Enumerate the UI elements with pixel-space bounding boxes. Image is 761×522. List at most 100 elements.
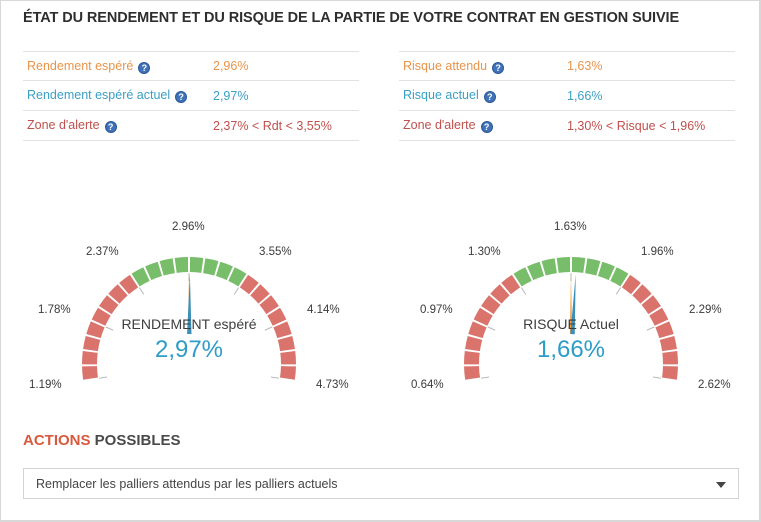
gauge-tick <box>487 326 496 331</box>
gauge-segment <box>131 267 150 287</box>
gauge-tick-label: 4.14% <box>307 304 340 316</box>
gauge-tick <box>615 287 621 295</box>
gauge-segment <box>641 295 661 315</box>
gauge-tick-label: 3.55% <box>259 246 292 258</box>
gauge-segment <box>585 258 601 276</box>
gauge-segment <box>541 258 557 276</box>
rendement-summary-table: Rendement espéré? 2,96% Rendement espéré… <box>23 51 359 141</box>
row-value: 1,30% < Risque < 1,96% <box>567 118 706 133</box>
table-row: Risque attendu? 1,63% <box>399 51 735 81</box>
gauge-arc <box>82 257 296 380</box>
gauge-segment <box>203 258 219 276</box>
gauge-segment <box>571 257 586 273</box>
gauge-segment <box>174 257 189 273</box>
gauge-tick-label: 1.96% <box>641 246 674 258</box>
gauge-segment <box>501 274 521 295</box>
help-icon[interactable]: ? <box>483 91 496 103</box>
gauge-tick <box>139 287 145 295</box>
gauge-tick <box>264 326 273 331</box>
gauge-tick <box>481 376 490 379</box>
gauge-needles <box>569 274 576 335</box>
gauge-tick <box>652 376 661 379</box>
gauge-arc <box>464 257 678 380</box>
help-icon[interactable]: ? <box>138 61 151 74</box>
gauge-tick <box>270 376 279 379</box>
gauge-segment <box>159 258 175 276</box>
help-icon[interactable]: ? <box>175 91 188 103</box>
gauge-tick-label: 0.64% <box>411 379 444 391</box>
gauge-segment <box>215 261 233 281</box>
gauge-needle-expected <box>569 274 573 335</box>
risque-summary-table: Risque attendu? 1,63% Risque actuel? 1,6… <box>399 51 735 141</box>
gauge-tick-label: 1.19% <box>29 379 62 391</box>
gauge-tick-label: 4.73% <box>316 379 349 391</box>
gauge-value: 2,97% <box>154 336 224 363</box>
gauge-tick-label: 1.30% <box>468 246 501 258</box>
row-value: 1,63% <box>567 59 603 73</box>
gauge-segment <box>280 366 296 380</box>
gauge-segment <box>464 351 480 365</box>
gauge-needles <box>187 274 192 335</box>
gauge-segment <box>108 284 128 304</box>
gauge-segment <box>468 321 487 339</box>
gauge-segment <box>632 284 652 304</box>
table-row: Risque actuel? 1,66% <box>399 81 735 111</box>
gauge-tick-label: 1.78% <box>38 304 71 316</box>
gauge-tick-label: 2.96% <box>172 221 205 233</box>
gauge-tick-label: 2.29% <box>689 304 722 316</box>
chevron-down-icon[interactable] <box>716 482 726 488</box>
gauge-title: RISQUE Actuel <box>523 316 619 332</box>
gauge-segment <box>655 321 674 339</box>
gauge-segment <box>662 366 678 380</box>
gauge-rendement-svg <box>82 257 296 380</box>
gauge-segment <box>273 321 292 339</box>
gauge-segment <box>662 351 678 365</box>
gauge-title: RENDEMENT espéré <box>121 316 257 332</box>
gauge-segment <box>465 335 483 352</box>
gauge-tick <box>233 287 239 295</box>
gauge-segment <box>119 274 139 295</box>
gauge-value: 1,66% <box>536 336 606 363</box>
gauge-segment <box>277 335 295 352</box>
help-icon[interactable]: ? <box>492 61 505 74</box>
gauge-segment <box>556 257 571 273</box>
gauge-segment <box>250 284 270 304</box>
gauge-needle-current <box>187 274 192 335</box>
gauge-segment <box>99 295 119 315</box>
actions-heading-accent: ACTIONS <box>23 432 91 449</box>
action-select-value: Remplacer les palliers attendus par les … <box>36 476 338 491</box>
gauge-rendement: RENDEMENT espéré 2,97% 1.19% 1.78% 2.37% 2.… <box>19 159 359 404</box>
gauge-tick-label: 1.63% <box>554 221 587 233</box>
row-label: Risque actuel? <box>399 88 496 103</box>
gauge-segment <box>481 295 501 315</box>
gauge-segment <box>659 335 677 352</box>
gauge-tick-label: 2.62% <box>698 379 731 391</box>
gauge-segment <box>267 307 287 326</box>
gauge-tick-label: 2.37% <box>86 246 119 258</box>
help-icon[interactable]: ? <box>480 121 493 133</box>
row-label: Risque attendu? <box>399 59 505 74</box>
gauge-segment <box>280 351 296 365</box>
row-value: 2,96% <box>213 59 249 73</box>
row-value: 2,97% <box>213 88 249 103</box>
gauge-segment <box>597 261 615 281</box>
action-select[interactable]: Remplacer les palliers attendus par les … <box>23 468 739 499</box>
gauge-segment <box>649 307 669 326</box>
gauge-segment <box>91 307 111 326</box>
gauge-tick <box>99 376 108 379</box>
gauge-segment <box>83 335 101 352</box>
gauge-segment <box>490 284 510 304</box>
row-label: Zone d'alerte? <box>23 118 117 133</box>
gauge-segment <box>86 321 105 339</box>
gauge-tick-label: 0.97% <box>420 304 453 316</box>
help-icon[interactable]: ? <box>104 121 117 133</box>
gauge-segment <box>82 351 98 365</box>
page-title: ÉTAT DU RENDEMENT ET DU RISQUE DE LA PAR… <box>23 10 680 26</box>
row-label: Rendement espéré actuel? <box>23 88 188 103</box>
gauge-segment <box>82 366 98 380</box>
gauge-segment <box>259 295 279 315</box>
gauge-segment <box>610 267 629 287</box>
gauge-segment <box>189 257 204 273</box>
table-row: Rendement espéré? 2,96% <box>23 51 359 81</box>
